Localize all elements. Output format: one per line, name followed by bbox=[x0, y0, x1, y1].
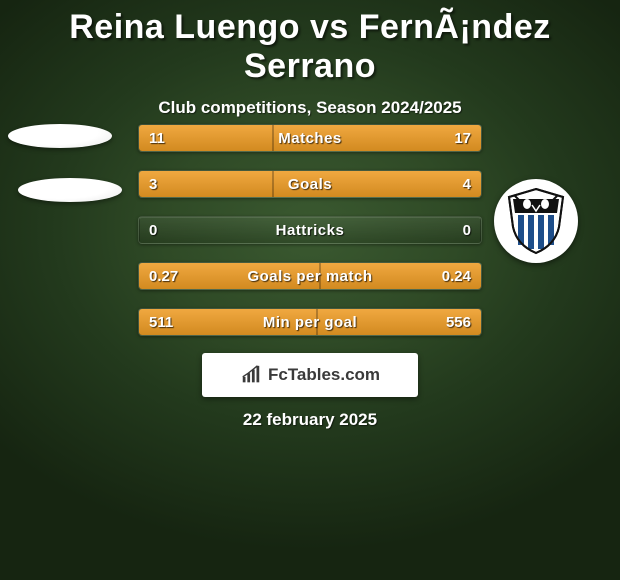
stat-row: 0.270.24Goals per match bbox=[138, 262, 482, 290]
stats-container: 1117Matches 34Goals 00Hattricks 0.270.24Goa… bbox=[138, 124, 482, 354]
player-marker bbox=[18, 178, 122, 202]
comparison-date: 22 february 2025 bbox=[0, 410, 620, 430]
bar-chart-icon bbox=[240, 364, 262, 386]
stat-label: Goals bbox=[139, 171, 481, 197]
brand-badge[interactable]: FcTables.com bbox=[202, 353, 418, 397]
stat-label: Matches bbox=[139, 125, 481, 151]
stat-row: 1117Matches bbox=[138, 124, 482, 152]
right-club-crest bbox=[494, 179, 578, 263]
page-title: Reina Luengo vs FernÃ¡ndez Serrano bbox=[0, 0, 620, 86]
club-crest-icon bbox=[505, 187, 567, 255]
comparison-card: Reina Luengo vs FernÃ¡ndez Serrano Club … bbox=[0, 0, 620, 580]
stat-row: 511556Min per goal bbox=[138, 308, 482, 336]
page-subtitle: Club competitions, Season 2024/2025 bbox=[0, 98, 620, 118]
stat-label: Hattricks bbox=[139, 217, 481, 243]
stat-label: Goals per match bbox=[139, 263, 481, 289]
stat-row: 00Hattricks bbox=[138, 216, 482, 244]
brand-text: FcTables.com bbox=[268, 365, 380, 385]
stat-row: 34Goals bbox=[138, 170, 482, 198]
stat-label: Min per goal bbox=[139, 309, 481, 335]
player-marker bbox=[8, 124, 112, 148]
